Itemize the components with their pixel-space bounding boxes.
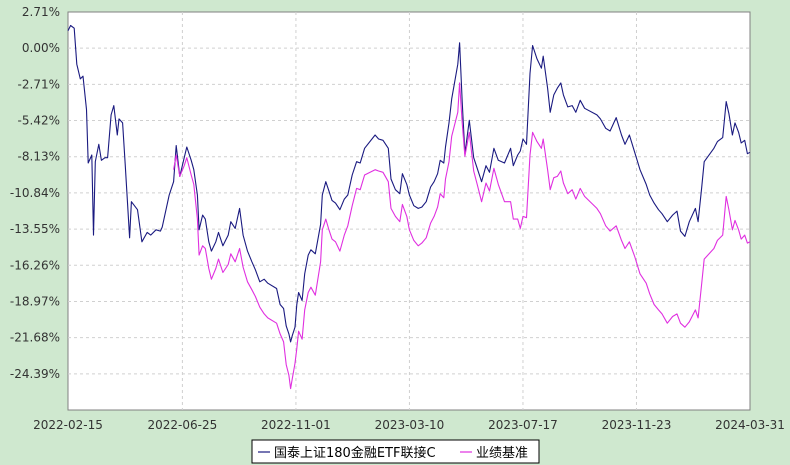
legend: 国泰上证180金融ETF联接C 业绩基准 xyxy=(251,439,540,464)
x-tick-label: 2022-02-15 xyxy=(33,418,103,432)
x-tick-label: 2022-06-25 xyxy=(148,418,218,432)
series-line-fund xyxy=(67,24,751,343)
series-lines xyxy=(67,24,751,390)
x-tick-label: 2023-03-10 xyxy=(375,418,445,432)
series-line-benchmark xyxy=(173,82,751,390)
grid-lines xyxy=(68,12,750,410)
x-axis-tick-labels: 2022-02-15 2022-06-25 2022-11-01 2023-03-10… xyxy=(33,418,785,432)
legend-label-benchmark: 业绩基准 xyxy=(476,446,528,461)
y-tick-label: -13.55% xyxy=(10,222,60,236)
x-tick-label: 2023-07-17 xyxy=(488,418,558,432)
y-tick-label: -24.39% xyxy=(10,367,60,381)
y-tick-label: -21.68% xyxy=(10,331,60,345)
y-tick-label: 2.71% xyxy=(22,5,60,19)
y-tick-label: -16.26% xyxy=(10,258,60,272)
y-tick-label: -8.13% xyxy=(18,150,60,164)
legend-label-fund: 国泰上证180金融ETF联接C xyxy=(274,445,436,461)
y-axis-tick-labels: 2.71% 0.00% -2.71% -5.42% -8.13% -10.84% -13.5… xyxy=(10,5,60,381)
y-tick-label: -5.42% xyxy=(18,114,60,128)
y-tick-label: -10.84% xyxy=(10,186,60,200)
y-tick-label: 0.00% xyxy=(22,41,60,55)
legend-box xyxy=(251,439,540,464)
y-tick-label: -2.71% xyxy=(18,77,60,91)
x-tick-label: 2023-11-23 xyxy=(602,418,672,432)
y-tick-label: -18.97% xyxy=(10,294,60,308)
x-tick-label: 2024-03-31 xyxy=(715,418,785,432)
x-tick-label: 2022-11-01 xyxy=(261,418,331,432)
